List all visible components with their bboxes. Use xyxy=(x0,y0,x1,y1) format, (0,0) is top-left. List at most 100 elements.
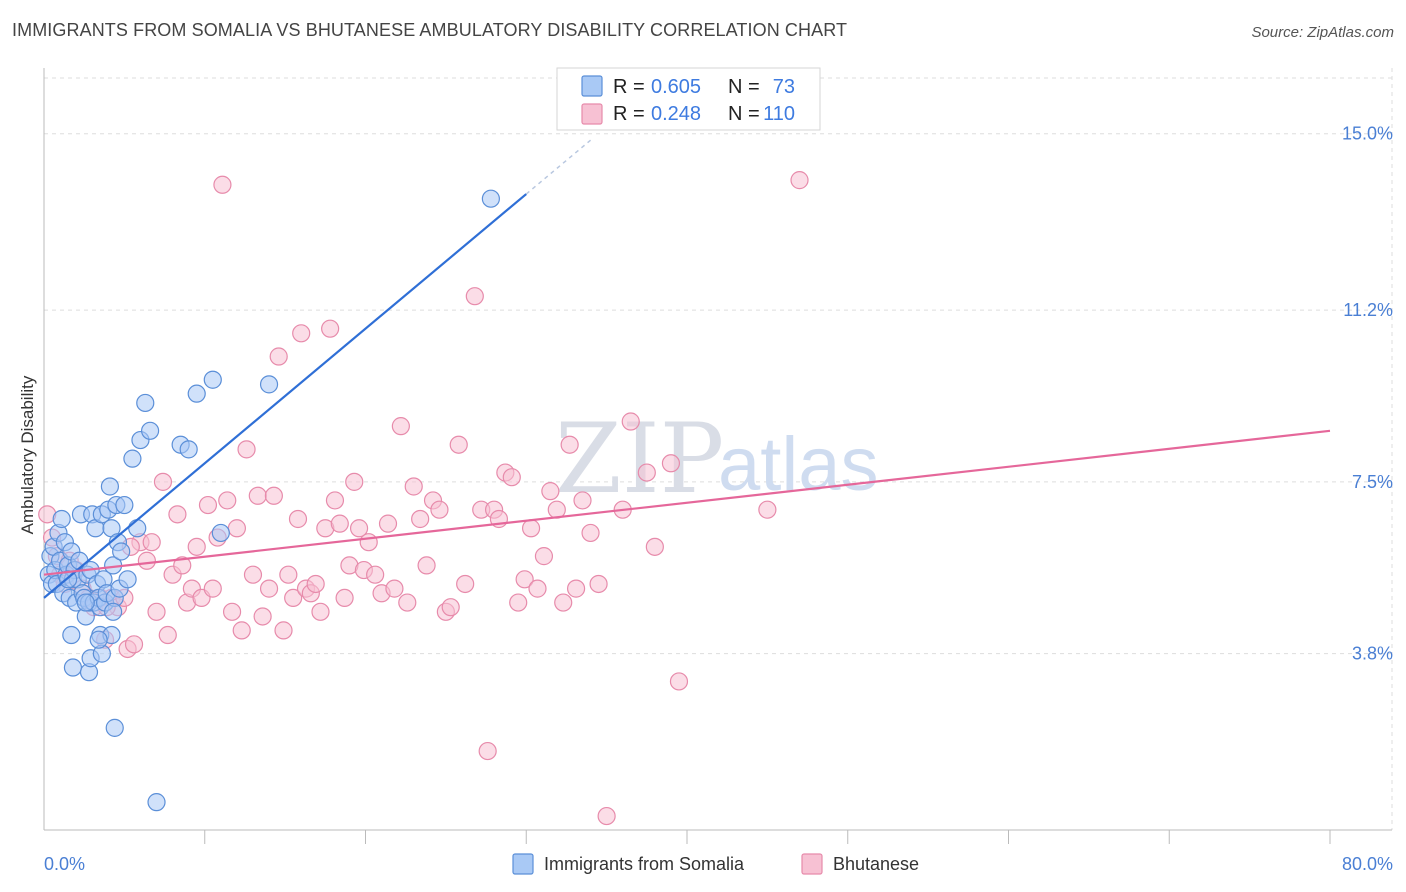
bhutanese-point-90 xyxy=(534,547,554,566)
watermark-atlas: atlas xyxy=(718,422,879,507)
somalia-trend-line xyxy=(43,193,527,599)
somalia-point-49 xyxy=(128,519,147,538)
somalia-point-46 xyxy=(115,495,134,515)
somalia-point-62 xyxy=(63,658,83,677)
bhutanese-point-66 xyxy=(378,514,398,533)
bhutanese-trend-line xyxy=(43,429,1331,576)
bhutanese-point-87 xyxy=(515,570,534,589)
bhutanese-point-98 xyxy=(589,574,608,594)
x-tick-labels: 0.0% 80.0% xyxy=(44,854,1393,874)
bhutanese-point-74 xyxy=(430,500,449,519)
somalia-point-70 xyxy=(89,630,108,649)
legend-r-value-somalia: 0.605 xyxy=(651,76,701,98)
bhutanese-point-18 xyxy=(137,551,156,570)
somalia-point-61 xyxy=(62,625,81,645)
x-tick-label-1: 80.0% xyxy=(1342,854,1393,874)
legend-swatch-bhutanese xyxy=(581,103,603,125)
bhutanese-point-43 xyxy=(264,486,283,505)
bhutanese-point-36 xyxy=(227,519,246,538)
legend-n-label-somalia: N = xyxy=(728,76,760,98)
bhutanese-point-53 xyxy=(311,602,330,621)
bhutanese-point-71 xyxy=(411,509,430,529)
somalia-points xyxy=(39,189,500,812)
bhutanese-point-77 xyxy=(449,435,468,454)
somalia-point-47 xyxy=(118,570,137,589)
somalia-point-53 xyxy=(147,793,166,812)
bhutanese-point-20 xyxy=(147,602,166,621)
bhutanese-point-49 xyxy=(292,324,311,343)
bhutanese-point-35 xyxy=(222,602,242,621)
bhutanese-point-94 xyxy=(560,435,579,454)
somalia-point-60 xyxy=(481,189,500,208)
legend-r-label-bhutanese: R = xyxy=(613,103,645,125)
bhutanese-point-89 xyxy=(528,579,547,598)
bhutanese-point-103 xyxy=(645,537,664,556)
bhutanese-point-63 xyxy=(359,533,378,552)
bhutanese-point-96 xyxy=(573,491,592,510)
correlation-legend: R = 0.605 N = 73 R = 0.248 N = 110 xyxy=(556,67,821,131)
bhutanese-point-64 xyxy=(366,565,385,584)
legend-n-value-somalia: 73 xyxy=(773,76,795,98)
legend-n-value-bhutanese: 110 xyxy=(763,103,795,125)
bhutanese-point-86 xyxy=(509,593,528,612)
bhutanese-point-67 xyxy=(385,579,404,598)
somalia-point-59 xyxy=(259,375,279,394)
bhutanese-point-37 xyxy=(232,621,251,640)
somalia-point-68 xyxy=(104,602,123,621)
bhutanese-point-52 xyxy=(306,574,325,594)
bhutanese-point-91 xyxy=(541,482,560,501)
bhutanese-point-69 xyxy=(398,593,417,612)
y-tick-labels: 3.8% 7.5% 11.2% 15.0% xyxy=(1342,124,1393,664)
somalia-point-56 xyxy=(187,384,206,403)
bhutanese-point-16 xyxy=(124,635,144,654)
bhutanese-point-33 xyxy=(213,175,232,194)
bhutanese-point-105 xyxy=(669,672,689,691)
somalia-point-58 xyxy=(211,523,230,543)
bhutanese-point-93 xyxy=(554,593,573,612)
bhutanese-point-60 xyxy=(345,472,364,491)
somalia-point-52 xyxy=(140,421,160,440)
somalia-trend-extension xyxy=(525,139,592,195)
bhutanese-point-21 xyxy=(153,472,173,491)
somalia-point-69 xyxy=(105,718,124,737)
bhutanese-point-85 xyxy=(502,468,521,487)
somalia-point-45 xyxy=(112,542,131,561)
bhutanese-point-22 xyxy=(158,625,177,645)
axes xyxy=(43,68,1392,844)
bhutanese-point-31 xyxy=(203,579,222,598)
bhutanese-point-76 xyxy=(441,598,460,617)
series-legend-label-somalia: Immigrants from Somalia xyxy=(544,854,745,874)
legend-swatch-somalia xyxy=(581,75,603,97)
bhutanese-point-48 xyxy=(288,509,308,529)
bhutanese-point-101 xyxy=(621,412,640,431)
bhutanese-point-42 xyxy=(259,579,279,598)
series-legend-label-bhutanese: Bhutanese xyxy=(833,854,919,874)
y-tick-label-0: 3.8% xyxy=(1352,644,1393,664)
somalia-point-55 xyxy=(179,440,198,459)
bhutanese-point-102 xyxy=(637,463,656,482)
bhutanese-point-58 xyxy=(335,588,354,608)
bhutanese-point-34 xyxy=(218,491,237,510)
y-tick-label-1: 7.5% xyxy=(1352,472,1393,492)
bhutanese-point-24 xyxy=(168,505,187,524)
bhutanese-point-78 xyxy=(456,574,475,594)
bhutanese-point-38 xyxy=(237,440,256,459)
bhutanese-point-44 xyxy=(269,347,288,366)
bhutanese-point-47 xyxy=(284,588,303,608)
bhutanese-point-40 xyxy=(248,486,267,505)
bhutanese-point-79 xyxy=(465,287,484,306)
bhutanese-point-97 xyxy=(581,523,600,543)
bhutanese-point-25 xyxy=(173,556,192,575)
bhutanese-point-30 xyxy=(198,495,218,515)
y-tick-label-3: 15.0% xyxy=(1342,124,1393,144)
legend-n-label-bhutanese: N = xyxy=(728,103,760,125)
legend-r-label-somalia: R = xyxy=(613,76,645,98)
bhutanese-point-72 xyxy=(417,556,436,575)
bhutanese-point-41 xyxy=(253,607,272,626)
bhutanese-point-106 xyxy=(758,500,777,519)
somalia-point-48 xyxy=(123,449,142,468)
bhutanese-point-19 xyxy=(142,533,161,552)
bhutanese-point-81 xyxy=(478,741,497,761)
legend-r-value-bhutanese: 0.248 xyxy=(651,103,701,125)
